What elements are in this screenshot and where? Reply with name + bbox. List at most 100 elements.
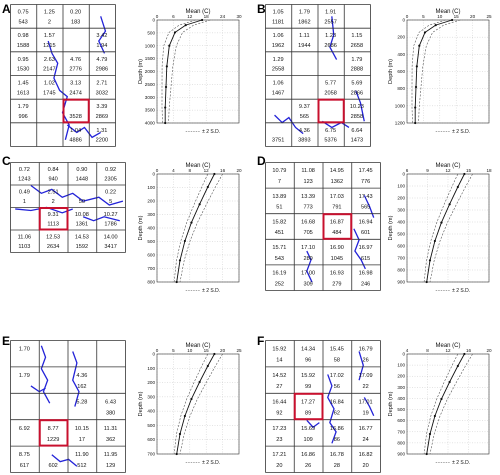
profile-point <box>456 364 459 368</box>
cell-count-value: 2147 <box>43 67 55 73</box>
plus-2sd-line <box>429 353 473 455</box>
cell-mean-value: 16.68 <box>301 219 315 225</box>
coastline-line <box>329 16 338 60</box>
cell-count-value: 1944 <box>298 43 310 49</box>
panel-label: E <box>2 334 11 348</box>
cell-mean-value: 1.06 <box>273 80 284 86</box>
station-grid: 10.79 7 11.08 123 14.95 1362 17.45 776 13.89 51 13… <box>265 162 381 291</box>
y-tick-label: 500 <box>147 423 155 428</box>
cell-mean-value: 4.76 <box>70 57 81 63</box>
legend-label: ± 2 S.D. <box>202 288 220 294</box>
cell-count-value: 2305 <box>104 176 116 182</box>
y-tick-label: 200 <box>147 199 155 204</box>
profile-point <box>414 106 417 109</box>
cell-mean-value: 17.03 <box>330 194 344 200</box>
profile-point <box>463 352 466 356</box>
cell-mean-value: 10.27 <box>104 212 118 218</box>
y-tick-label: 300 <box>147 212 155 217</box>
x-tick-label: 4 <box>172 168 175 173</box>
cell-count-value: 1215 <box>43 43 55 49</box>
y-tick-label: 300 <box>397 208 405 213</box>
profile-point <box>190 221 193 224</box>
cell-count-value: 601 <box>361 230 370 236</box>
cell-count-value: 1530 <box>17 67 29 73</box>
cell-mean-value: 1.29 <box>273 57 284 63</box>
legend-label: ± 2 S.D. <box>452 288 470 294</box>
depth-profile-chart: Mean (C)0 4 8 12 16 2001002003004005006007008… <box>138 163 242 294</box>
cell-count-value: 776 <box>361 179 370 185</box>
cell-count-value: 1229 <box>47 437 59 443</box>
cell-mean-value: 16.77 <box>359 426 373 432</box>
minus-2sd-line <box>423 173 459 283</box>
x-tick-label: 25 <box>486 14 492 19</box>
cell-mean-value: 0.49 <box>19 190 30 196</box>
cell-mean-value: 2.63 <box>44 57 55 63</box>
cell-count-value: 2058 <box>324 90 336 96</box>
y-tick-label: 700 <box>397 256 405 261</box>
profile-point <box>178 432 182 436</box>
profile-point <box>451 18 454 22</box>
cell-mean-value: 1.79 <box>18 104 29 110</box>
cell-mean-value: 16.44 <box>272 399 286 405</box>
cell-count-value: 543 <box>18 19 27 25</box>
y-tick-label: 1200 <box>395 121 406 126</box>
x-tick-label: 8 <box>189 168 192 173</box>
cell-count-value: 183 <box>71 19 80 25</box>
cell-count-value: 2986 <box>96 67 108 73</box>
cell-count-value: 3528 <box>69 114 81 120</box>
y-tick-label: 0 <box>152 18 155 23</box>
coastline-line <box>306 419 320 429</box>
cell-count-value: 1448 <box>76 176 88 182</box>
cell-mean-value: 11.06 <box>18 235 32 241</box>
panel-b: B 1.05 1181 1.79 1862 1.91 2557 1.06 1962 1.11 19… <box>255 0 500 150</box>
x-axis-title: Mean (C) <box>185 343 210 349</box>
x-tick-label: 6 <box>172 14 175 19</box>
cell-count-value: 1613 <box>17 90 29 96</box>
depth-profile-chart: Mean (C) 6 9 12 15 18 0 100 200 300 400 500 600 700 80… <box>388 163 492 294</box>
plus-2sd-line <box>179 353 223 455</box>
cell-mean-value: 1.11 <box>299 33 309 39</box>
coastline-line <box>353 228 366 270</box>
y-axis-title: Depth (m) <box>138 391 144 416</box>
cell-mean-value: 16.78 <box>330 452 344 458</box>
y-tick-label: 700 <box>147 452 155 457</box>
y-tick-label: 300 <box>147 394 155 399</box>
x-axis-title: Mean (C) <box>435 9 460 15</box>
cell-mean-value: 6.75 <box>325 128 336 134</box>
cell-count-value: 5376 <box>324 138 336 144</box>
y-tick-label: 800 <box>397 440 405 445</box>
cell-count-value: 2558 <box>272 67 284 73</box>
cell-count-value: 7 <box>278 179 281 185</box>
cell-mean-value: 15.71 <box>272 245 286 251</box>
y-tick-label: 800 <box>397 86 405 91</box>
cell-mean-value: 16.84 <box>330 399 344 405</box>
station-grid: 1.05 1181 1.79 1862 1.91 2557 1.06 1962 1.11 1944… <box>265 4 371 147</box>
profile-point <box>213 352 216 356</box>
x-tick-label: 4 <box>406 348 409 353</box>
profile-point <box>428 259 432 262</box>
x-tick-label: 10 <box>187 348 193 353</box>
y-tick-label: 0 <box>402 172 405 177</box>
coastline-line <box>51 454 78 467</box>
coastline-line <box>98 16 107 54</box>
y-tick-label: 300 <box>397 385 405 390</box>
coastline-line <box>321 120 350 129</box>
y-tick-label: 400 <box>397 220 405 225</box>
x-tick-label: 0 <box>406 14 409 19</box>
panel-d: D 10.79 7 11.08 123 14.95 1362 17.45 776 13.89 51… <box>255 150 500 310</box>
cell-mean-value: 11.08 <box>301 168 315 174</box>
cell-count-value: 109 <box>303 437 312 443</box>
x-tick-label: 10 <box>437 14 443 19</box>
cell-count-value: 246 <box>361 281 370 287</box>
panel-label: D <box>257 154 266 168</box>
x-tick-label: 0 <box>156 168 159 173</box>
cell-mean-value: 2.71 <box>96 80 107 86</box>
y-axis-title: Depth (m) <box>388 59 394 84</box>
cell-mean-value: 16.97 <box>359 245 373 251</box>
coastline-line <box>72 351 80 407</box>
y-tick-label: 1000 <box>395 103 406 108</box>
cell-count-value: 3893 <box>298 138 310 144</box>
cell-count-value: 1181 <box>272 19 284 25</box>
cell-mean-value: 5.28 <box>76 399 87 405</box>
cell-count-value: 99 <box>305 384 311 390</box>
